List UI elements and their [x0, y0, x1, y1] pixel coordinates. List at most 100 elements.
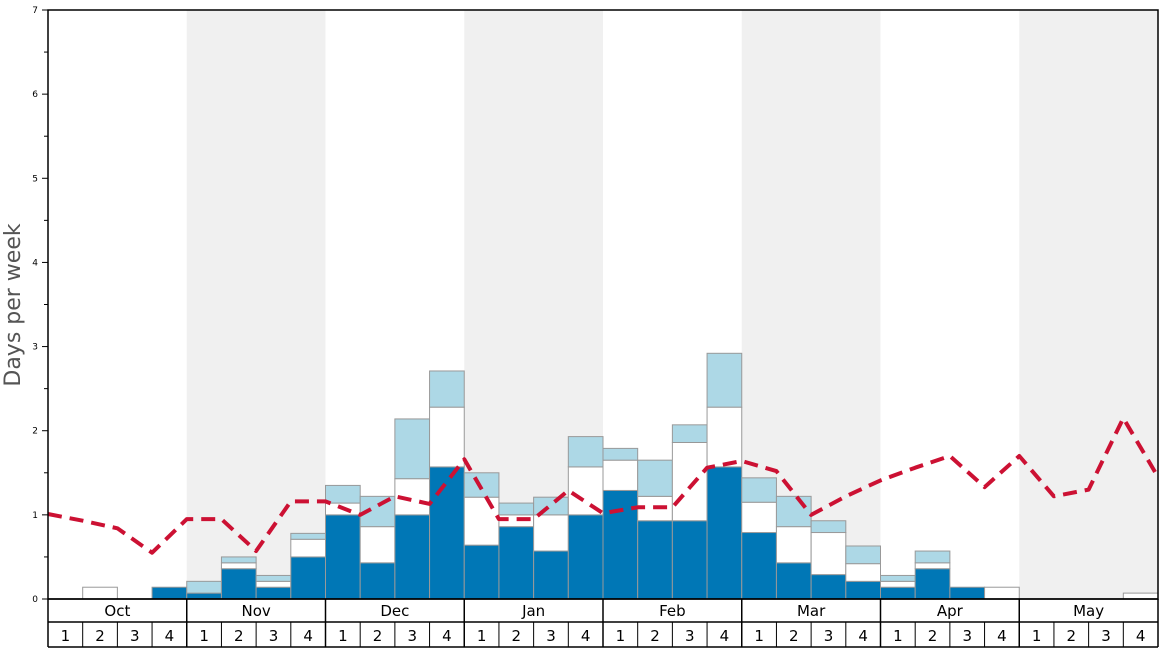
bar-segment-light [741, 477, 777, 503]
bar-segment-dark [775, 562, 812, 600]
month-label-mar: Mar [797, 602, 826, 620]
bar-segment-light [567, 436, 604, 468]
bar-segment-dark [949, 586, 986, 600]
week-label: 4 [858, 627, 868, 645]
bar-segment-light [637, 459, 673, 497]
bar-segment-dark [325, 514, 361, 600]
bar-segment-light [220, 556, 257, 564]
bar-segment-white [1122, 592, 1159, 600]
week-label: 2 [95, 627, 105, 645]
week-label: 2 [512, 627, 522, 645]
month-label-feb: Feb [659, 602, 686, 620]
y-tick-label: 7 [32, 6, 38, 16]
bar-segment-light [429, 370, 465, 408]
bar-segment-dark [463, 544, 500, 600]
bar-segment-dark [186, 592, 222, 600]
bar-segment-white [671, 441, 708, 522]
bar-segment-white [880, 580, 916, 588]
week-label: 2 [789, 627, 799, 645]
week-label: 3 [685, 627, 695, 645]
bar-segment-light [325, 484, 361, 504]
y-tick-label: 3 [32, 343, 38, 353]
bar-segment-dark [151, 586, 188, 600]
bar-segment-light [602, 447, 639, 461]
week-label: 1 [1032, 627, 1042, 645]
week-label: 4 [720, 627, 730, 645]
month-label-apr: Apr [937, 602, 964, 620]
week-label: 1 [754, 627, 764, 645]
bar-segment-light [463, 472, 500, 498]
bar-segment-white [220, 562, 257, 570]
week-label: 4 [581, 627, 591, 645]
week-label: 1 [199, 627, 209, 645]
bar-segment-white [741, 501, 777, 534]
bar-segment-white [290, 538, 326, 558]
month-label-may: May [1073, 602, 1104, 620]
bar-segment-light [394, 418, 431, 480]
week-label: 3 [824, 627, 834, 645]
y-axis-label: Days per week [1, 223, 26, 386]
bar-segment-white [810, 532, 847, 576]
month-shade-may [1019, 10, 1158, 599]
bar-segment-dark [220, 568, 257, 600]
bar-segment-white [255, 580, 292, 588]
bar-segment-light [880, 574, 916, 582]
bar-segment-light [914, 550, 951, 564]
bar-segment-dark [498, 526, 535, 600]
bar-segment-white [706, 406, 743, 468]
week-label: 4 [165, 627, 175, 645]
month-label-oct: Oct [104, 602, 130, 620]
bar-segment-white [463, 496, 500, 546]
week-label: 2 [1067, 627, 1077, 645]
bar-segment-dark [706, 466, 743, 600]
month-shading-layer [186, 10, 1158, 599]
bar-segment-light [186, 580, 222, 594]
trend-line-layer [47, 416, 1160, 555]
bar-segment-light [775, 495, 812, 528]
bar-segment-white [914, 562, 951, 570]
axis-layer [42, 9, 1159, 648]
bar-segment-white [533, 514, 569, 552]
bar-segment-dark [810, 574, 847, 600]
month-label-nov: Nov [241, 602, 270, 620]
bar-segment-white [82, 586, 118, 600]
week-label: 2 [650, 627, 660, 645]
month-shade-nov [186, 10, 326, 599]
y-tick-label: 6 [32, 90, 38, 100]
y-tick-label: 1 [32, 511, 38, 521]
bar-segment-white [984, 586, 1020, 600]
bar-segment-dark [880, 586, 916, 600]
bar-segment-light [706, 352, 743, 408]
bar-segment-dark [845, 580, 881, 600]
bar-segment-dark [255, 586, 292, 600]
week-label: 3 [546, 627, 556, 645]
week-label: 1 [616, 627, 626, 645]
week-label: 1 [61, 627, 71, 645]
y-tick-label: 2 [32, 427, 38, 437]
week-label: 4 [442, 627, 452, 645]
y-tick-label: 0 [32, 595, 38, 605]
bar-segment-dark [394, 514, 431, 600]
week-label: 3 [1101, 627, 1111, 645]
bar-segment-dark [671, 520, 708, 600]
bar-segment-white [602, 459, 639, 491]
trend-line [47, 416, 1160, 555]
bar-segment-dark [533, 550, 569, 600]
bar-segment-white [429, 406, 465, 468]
week-label: 4 [1136, 627, 1146, 645]
week-label: 2 [234, 627, 244, 645]
bar-segment-white [775, 526, 812, 564]
bar-segment-light [498, 502, 535, 516]
week-label: 3 [269, 627, 279, 645]
week-label: 2 [373, 627, 383, 645]
bar-segment-light [255, 574, 292, 582]
month-label-dec: Dec [380, 602, 409, 620]
bar-segment-white [359, 526, 396, 564]
month-label-jan: Jan [521, 602, 545, 620]
bar-segment-dark [637, 520, 673, 600]
bar-segment-dark [359, 562, 396, 600]
labels-layer: 0 1 2 3 4 5 6 7 Oct Nov Dec Jan Feb Mar Apr May 1 2 3 4 1 2 3 4… [32, 6, 1145, 645]
bar-segment-white [567, 466, 604, 516]
